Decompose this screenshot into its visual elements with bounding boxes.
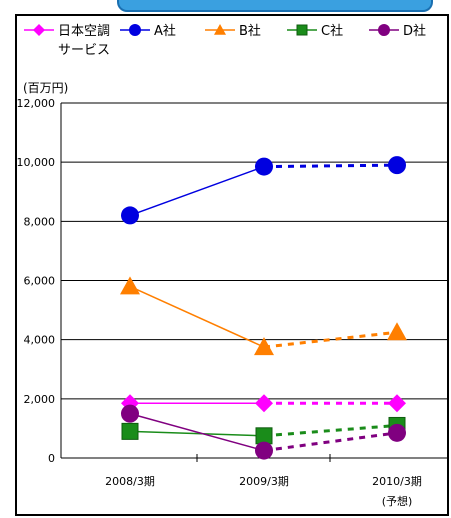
- legend-label: D社: [403, 23, 426, 39]
- data-point: [121, 206, 139, 225]
- y-tick-labels: 12,000 10,000 8,000 6,000 4,000 2,000 0: [17, 97, 56, 465]
- x-tick-note: (予想): [382, 494, 413, 508]
- series-line-actual: [129, 165, 265, 217]
- data-point: [254, 337, 274, 356]
- axes: [60, 103, 449, 462]
- data-point: [296, 24, 308, 36]
- unit-label: (百万円): [23, 81, 68, 95]
- series-line-actual: [129, 412, 265, 452]
- legend-label: B社: [239, 23, 261, 39]
- legend-item: C社: [287, 23, 343, 39]
- left-border: [0, 0, 13, 518]
- data-point: [214, 24, 226, 35]
- data-point: [121, 404, 139, 423]
- legend-item: A社: [120, 23, 176, 39]
- data-point: [255, 441, 273, 460]
- data-point: [388, 156, 406, 175]
- data-point: [388, 423, 406, 442]
- chart-frame: [15, 14, 449, 516]
- y-tick-label: 10,000: [17, 156, 56, 169]
- series-1: [121, 156, 406, 225]
- y-tick-label: 6,000: [24, 275, 56, 288]
- legend-label: 日本空調: [58, 24, 110, 39]
- data-point: [378, 24, 390, 36]
- title-tab-bar: [117, 0, 433, 12]
- y-tick-label: 0: [48, 452, 55, 465]
- series-group: [120, 156, 407, 460]
- y-tick-label: 8,000: [24, 215, 56, 228]
- series-3: [121, 416, 406, 445]
- y-tick-label: 4,000: [24, 334, 56, 347]
- data-point: [255, 427, 273, 445]
- data-point: [388, 394, 406, 413]
- series-2: [120, 276, 407, 356]
- x-tick-label: 2008/3期: [105, 475, 155, 488]
- gridlines: [61, 102, 449, 400]
- x-tick-label: 2009/3期: [239, 475, 289, 488]
- legend-item: D社: [369, 23, 426, 39]
- data-point: [129, 24, 141, 36]
- x-tick-labels: 2008/3期 2009/3期 2010/3期 (予想): [105, 475, 422, 508]
- series-line-forecast: [263, 431, 398, 453]
- legend-label-line2: サービス: [58, 43, 110, 58]
- y-tick-label: 12,000: [17, 97, 56, 110]
- data-point: [255, 394, 273, 413]
- series-4: [121, 404, 406, 460]
- legend-item: B社: [205, 23, 261, 39]
- legend-label: C社: [321, 23, 343, 39]
- y-tick-label: 2,000: [24, 393, 56, 406]
- data-point: [120, 276, 140, 295]
- data-point: [121, 422, 139, 440]
- series-line-forecast: [263, 423, 398, 438]
- series-line-forecast: [263, 330, 398, 349]
- series-0: [121, 394, 406, 413]
- legend-label: A社: [154, 23, 176, 39]
- series-line-actual: [129, 285, 265, 348]
- data-point: [387, 322, 407, 341]
- series-line-actual: [129, 430, 265, 437]
- data-point: [255, 157, 273, 176]
- x-tick-label: 2010/3期: [372, 475, 422, 488]
- data-point: [33, 24, 45, 36]
- series-line-forecast: [263, 163, 398, 169]
